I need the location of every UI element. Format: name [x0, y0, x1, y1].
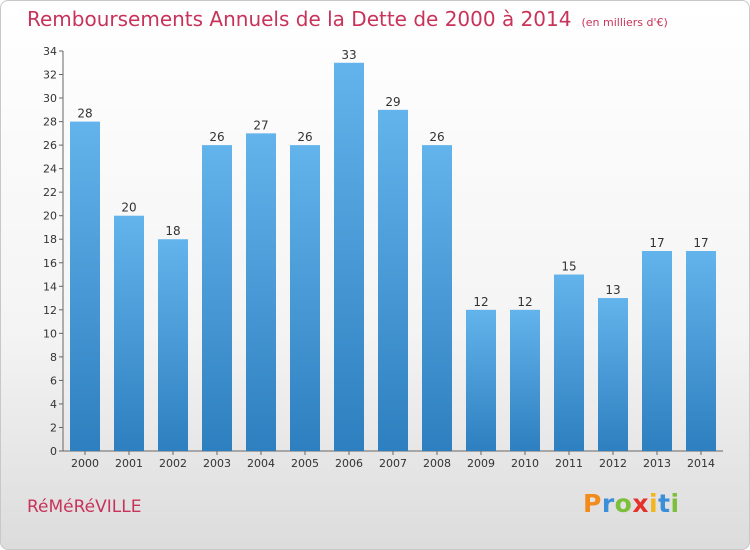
- bar-2007: [378, 109, 408, 451]
- x-tick-label-2014: 2014: [687, 457, 715, 470]
- y-tick-label: 16: [43, 257, 57, 270]
- x-tick-label-2008: 2008: [423, 457, 451, 470]
- value-label-2003: 26: [209, 130, 224, 144]
- chart-title: Remboursements Annuels de la Dette de 20…: [27, 7, 572, 31]
- value-label-2006: 33: [341, 48, 356, 62]
- value-label-2004: 27: [253, 118, 268, 132]
- x-tick-label-2001: 2001: [115, 457, 143, 470]
- x-tick-label-2004: 2004: [247, 457, 275, 470]
- bar-2004: [246, 133, 276, 451]
- logo-letter: i: [670, 489, 680, 518]
- logo-letter: o: [614, 489, 633, 518]
- bar-2010: [510, 309, 540, 451]
- x-tick-label-2006: 2006: [335, 457, 363, 470]
- y-tick-label: 28: [43, 116, 57, 129]
- bar-2008: [422, 145, 452, 451]
- y-tick-label: 4: [50, 398, 57, 411]
- y-tick-label: 14: [43, 280, 57, 293]
- logo-letter: t: [658, 489, 671, 518]
- y-tick-label: 26: [43, 139, 57, 152]
- logo-letter: r: [601, 489, 615, 518]
- x-tick-label-2011: 2011: [555, 457, 583, 470]
- town-name: RéMéRéVILLE: [27, 497, 142, 517]
- value-label-2009: 12: [473, 295, 488, 309]
- y-tick-label: 24: [43, 163, 57, 176]
- bar-2009: [466, 309, 496, 451]
- value-label-2012: 13: [605, 283, 620, 297]
- value-label-2014: 17: [693, 236, 708, 250]
- y-tick-label: 6: [50, 374, 57, 387]
- value-label-2010: 12: [517, 295, 532, 309]
- x-tick-label-2000: 2000: [71, 457, 99, 470]
- value-label-2002: 18: [165, 224, 180, 238]
- bar-2003: [202, 145, 232, 451]
- y-tick-label: 10: [43, 327, 57, 340]
- bar-2006: [334, 62, 364, 451]
- bar-2000: [70, 121, 100, 452]
- y-tick-label: 8: [50, 351, 57, 364]
- y-tick-label: 34: [43, 45, 57, 58]
- logo-letter: x: [632, 489, 649, 518]
- x-tick-label-2005: 2005: [291, 457, 319, 470]
- value-label-2008: 26: [429, 130, 444, 144]
- y-tick-label: 30: [43, 92, 57, 105]
- x-tick-label-2009: 2009: [467, 457, 495, 470]
- y-tick-label: 12: [43, 304, 57, 317]
- x-tick-label-2010: 2010: [511, 457, 539, 470]
- value-label-2001: 20: [121, 201, 136, 215]
- x-tick-label-2012: 2012: [599, 457, 627, 470]
- bar-2012: [598, 298, 628, 451]
- y-tick-label: 0: [50, 445, 57, 458]
- proxiti-logo: Proxiti: [583, 489, 680, 518]
- value-label-2011: 15: [561, 260, 576, 274]
- title-row: Remboursements Annuels de la Dette de 20…: [27, 7, 668, 31]
- logo-letter: i: [649, 489, 659, 518]
- bar-2001: [114, 215, 144, 451]
- chart-unit: (en milliers d'€): [581, 16, 668, 29]
- y-tick-label: 18: [43, 233, 57, 246]
- x-tick-label-2007: 2007: [379, 457, 407, 470]
- bar-2013: [642, 251, 672, 451]
- value-label-2005: 26: [297, 130, 312, 144]
- y-tick-label: 22: [43, 186, 57, 199]
- value-label-2007: 29: [385, 95, 400, 109]
- x-tick-label-2013: 2013: [643, 457, 671, 470]
- bar-2014: [686, 251, 716, 451]
- y-tick-label: 20: [43, 210, 57, 223]
- value-label-2000: 28: [77, 107, 92, 121]
- logo-letter: P: [583, 489, 602, 518]
- y-tick-label: 2: [50, 421, 57, 434]
- bar-2005: [290, 145, 320, 451]
- x-tick-label-2002: 2002: [159, 457, 187, 470]
- value-label-2013: 17: [649, 236, 664, 250]
- x-tick-label-2003: 2003: [203, 457, 231, 470]
- bar-2011: [554, 274, 584, 451]
- y-tick-label: 32: [43, 69, 57, 82]
- bar-2002: [158, 239, 188, 451]
